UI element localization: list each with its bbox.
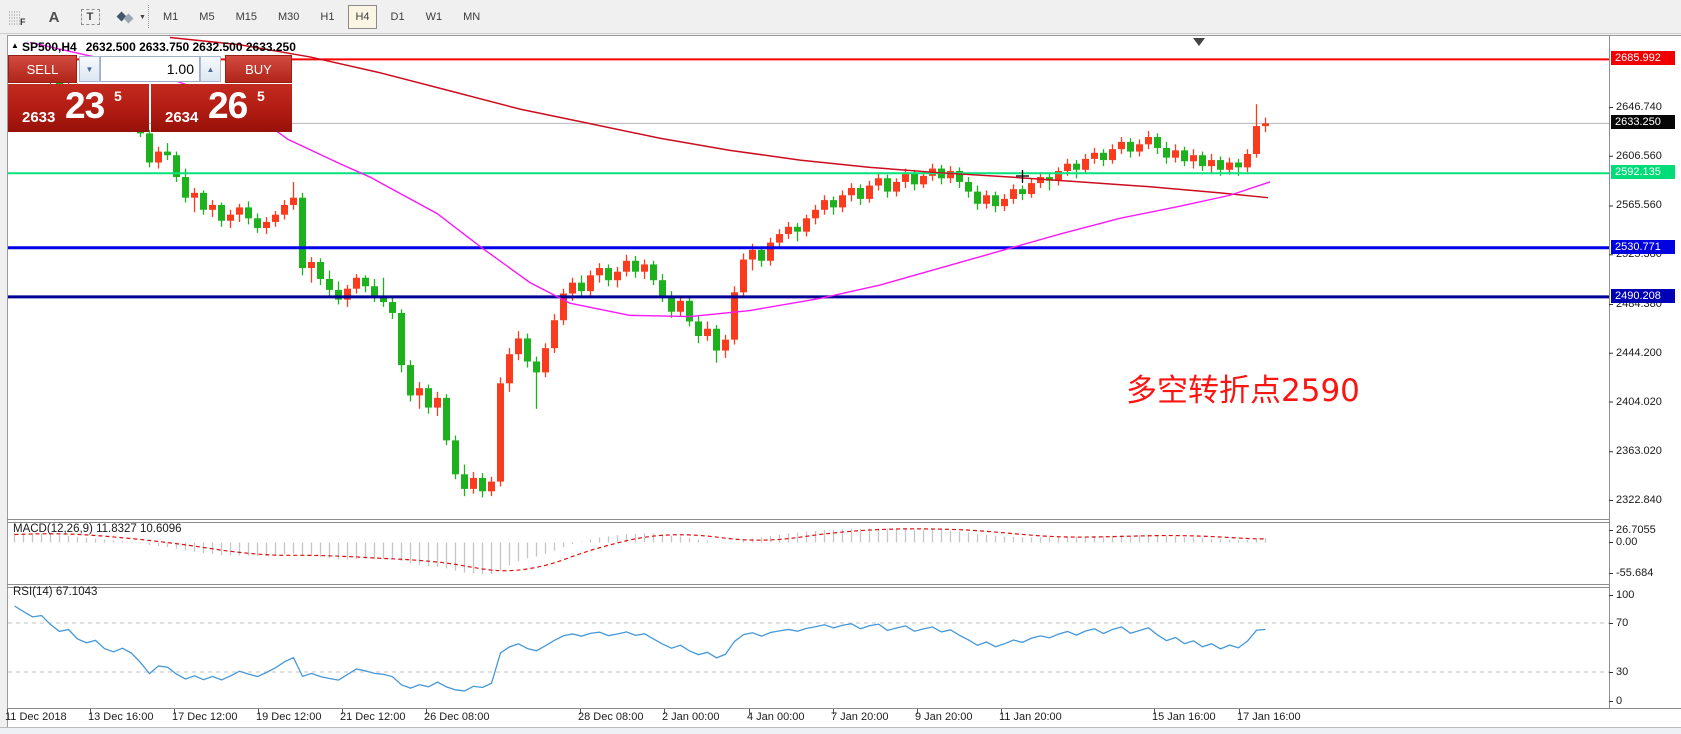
symbol-period-label: SP500,H4 [22, 40, 77, 54]
time-tick-label: 21 Dec 12:00 [340, 711, 406, 723]
timeframe-button-h4[interactable]: H4 [348, 5, 377, 29]
timeframe-button-m5[interactable]: M5 [192, 5, 221, 29]
rsi-axis-label: 100 [1616, 589, 1635, 601]
trade-prices-row: 2633 23 5 2634 26 5 [8, 84, 292, 132]
timeframe-button-w1[interactable]: W1 [419, 5, 450, 29]
time-tick-label: 2 Jan 00:00 [662, 711, 720, 723]
timeframe-button-h1[interactable]: H1 [313, 5, 341, 29]
line-studies-toolbar: F A T ▼ [6, 4, 146, 30]
price-axis: 2646.740 2606.560 2565.560 2525.380 2484.380… [1610, 0, 1681, 727]
time-axis: 11 Dec 2018 13 Dec 16:00 17 Dec 12:00 19 De… [0, 711, 1681, 727]
bid-price-pip: 5 [114, 88, 122, 104]
price-tick-label: 2363.020 [1616, 445, 1662, 458]
volume-input[interactable] [100, 56, 200, 82]
hline-price-label: 2685.992 [1611, 51, 1675, 66]
svg-text:F: F [20, 17, 26, 26]
rsi-axis-label: 30 [1616, 666, 1629, 678]
bid-price-tile[interactable]: 2633 23 5 [8, 84, 149, 132]
time-tick-label: 15 Jan 16:00 [1152, 711, 1216, 723]
rsi-axis-label: 70 [1616, 617, 1629, 629]
macd-axis-label: 26.7055 [1616, 524, 1656, 536]
ask-price-tile[interactable]: 2634 26 5 [151, 84, 292, 132]
macd-axis-label: -55.684 [1616, 567, 1654, 579]
one-click-collapse-icon[interactable]: ▲ [11, 41, 19, 50]
current-price-label: 2633.250 [1611, 115, 1675, 130]
price-tick-label: 2606.560 [1616, 149, 1662, 162]
timeframe-button-m1[interactable]: M1 [156, 5, 185, 29]
price-tick-label: 2646.740 [1616, 101, 1662, 113]
sell-button[interactable]: SELL [8, 55, 77, 83]
time-tick-label: 26 Dec 08:00 [424, 711, 490, 723]
price-tick-label: 2444.200 [1616, 346, 1662, 359]
hline-price-label: 2490.208 [1611, 288, 1675, 303]
price-tick-label: 2565.560 [1616, 199, 1662, 212]
hline-price-label: 2530.771 [1611, 239, 1675, 254]
volume-decrease-button[interactable]: ▼ [79, 56, 100, 82]
time-tick-label: 4 Jan 00:00 [747, 711, 805, 723]
macd-axis-label: 0.00 [1616, 536, 1638, 548]
time-tick-label: 28 Dec 08:00 [578, 711, 644, 723]
rsi-indicator-label: RSI(14) 67.1043 [13, 586, 98, 598]
timeframe-button-m30[interactable]: M30 [271, 5, 306, 29]
time-tick-label: 17 Dec 12:00 [172, 711, 238, 723]
timeframe-button-mn[interactable]: MN [456, 5, 487, 29]
ask-price-pip: 5 [257, 88, 265, 104]
price-tick-label: 2404.020 [1616, 395, 1662, 408]
time-tick-label: 7 Jan 20:00 [831, 711, 889, 723]
bid-price-prefix: 2633 [22, 109, 56, 126]
timeframes-toolbar: M1 M5 M15 M30 H1 H4 D1 W1 MN [156, 4, 487, 30]
timeframe-button-d1[interactable]: D1 [384, 5, 412, 29]
macd-indicator-label: MACD(12,26,9) 11.8327 10.6096 [13, 523, 182, 535]
timeframe-button-m15[interactable]: M15 [229, 5, 264, 29]
buy-button[interactable]: BUY [225, 55, 292, 83]
time-tick-label: 19 Dec 12:00 [256, 711, 322, 723]
time-tick-label: 11 Jan 20:00 [999, 711, 1062, 723]
text-tool-icon[interactable]: T [78, 5, 102, 29]
chart-annotation-text: 多空转折点2590 [1126, 373, 1360, 409]
one-click-trading-panel: SELL ▼ ▲ BUY 2633 23 5 2634 26 5 [8, 55, 292, 132]
trade-controls-row: SELL ▼ ▲ BUY [8, 55, 292, 83]
text-label-tool-icon[interactable]: A [48, 8, 60, 26]
time-tick-label: 11 Dec 2018 [5, 711, 67, 723]
time-tick-label: 13 Dec 16:00 [88, 711, 154, 723]
bid-price-big-digits: 23 [65, 85, 105, 126]
ohlc-values: 2632.500 2633.750 2632.500 2633.250 [85, 40, 296, 54]
price-tick-label: 2322.840 [1616, 494, 1662, 506]
chart-shift-marker [1193, 38, 1205, 46]
shapes-tool-icon[interactable]: ▼ [114, 5, 146, 29]
fibonacci-tool-icon[interactable]: F [6, 5, 30, 29]
toolbar: F A T ▼ M1 M5 M15 M30 H1 H4 D1 W1 MN [0, 0, 1681, 34]
volume-increase-button[interactable]: ▲ [200, 56, 221, 82]
hline-price-label: 2592.135 [1611, 165, 1675, 180]
rsi-axis-label: 0 [1616, 695, 1623, 707]
time-tick-label: 17 Jan 16:00 [1237, 711, 1301, 723]
ask-price-big-digits: 26 [208, 85, 248, 126]
ask-price-prefix: 2634 [165, 109, 199, 126]
chart-title: SP500,H4 2632.500 2633.750 2632.500 2633.… [22, 40, 296, 54]
time-tick-label: 9 Jan 20:00 [915, 711, 973, 723]
toolbar-separator [148, 5, 149, 28]
